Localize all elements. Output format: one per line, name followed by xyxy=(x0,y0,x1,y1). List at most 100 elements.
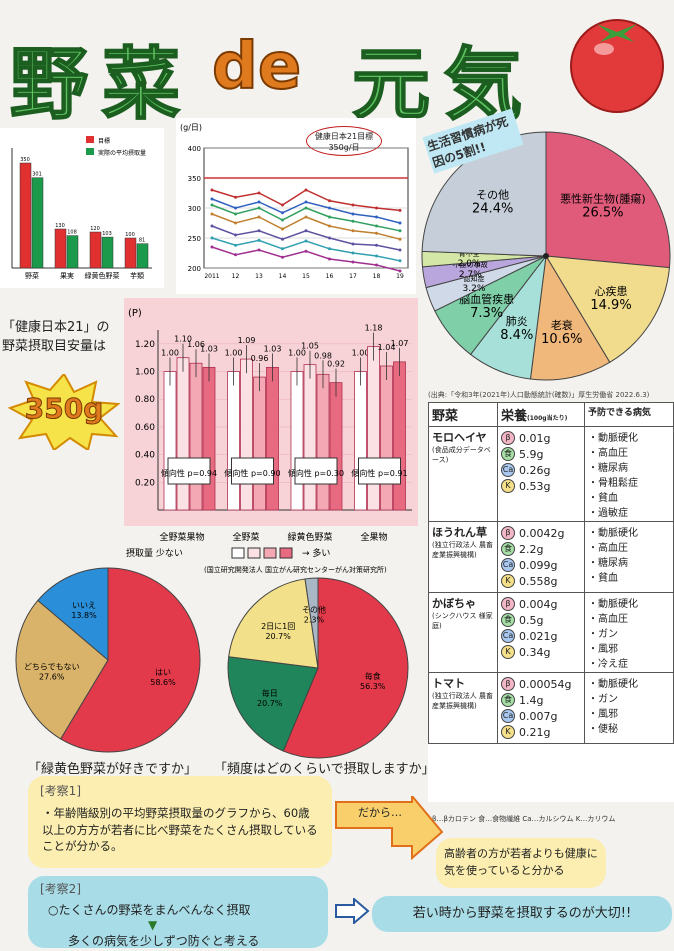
pie-label: 脳血管疾患 xyxy=(459,292,514,306)
nutrient-row: K 0.21g xyxy=(501,725,581,739)
bar-value: 350 xyxy=(20,157,30,163)
legend-low: 摂取量 少ない xyxy=(126,547,183,559)
cancer-risk-chart: (P)1.201.000.800.600.400.201.001.101.061… xyxy=(128,308,412,511)
disease-item: ・過敏症 xyxy=(588,508,628,519)
risk-value: 1.06 xyxy=(187,340,205,349)
survey-q1: 「緑黄色野菜が好きですか」 xyxy=(28,762,198,777)
nutrient-icon: Ca xyxy=(501,629,515,643)
disease-item: ・高血圧 xyxy=(588,543,628,554)
x-tick-label: 16 xyxy=(326,273,334,280)
frequency-pie-panel: 毎食 56.3% 毎日 20.7% 2日に1回 20.7% その他 2.3% xyxy=(214,572,428,768)
bar xyxy=(31,177,44,269)
pie-slice xyxy=(37,567,109,662)
series-point xyxy=(351,203,355,207)
nutrient-value: 0.00054g xyxy=(519,677,572,691)
pie-value: 3.2% xyxy=(463,284,486,294)
conclusion2-heading: [考察2] xyxy=(40,882,81,896)
risk-bar xyxy=(329,382,343,511)
y-axis-label: (P) xyxy=(128,308,142,319)
group-label: 緑黄色野菜 xyxy=(287,531,332,543)
x-tick-label: 17 xyxy=(349,273,357,280)
group-label: 全果物 xyxy=(360,531,387,543)
pie-slice xyxy=(529,254,611,381)
series-point xyxy=(281,255,284,259)
nutrient-row: 食 1.4g xyxy=(501,693,581,707)
nutrient-row: Ca 0.007g xyxy=(501,709,581,723)
risk-bar xyxy=(303,364,317,511)
x-tick-label: 野菜 xyxy=(25,271,39,280)
nutrient-row: 食 5.9g xyxy=(501,447,581,461)
veg-name: トマト xyxy=(432,677,465,690)
risk-value: 1.03 xyxy=(200,344,218,353)
arrow-icon xyxy=(335,796,444,861)
bar-value: 100 xyxy=(125,232,135,238)
series-point xyxy=(398,221,402,225)
header-nutrition: 栄養(100g当たり) xyxy=(497,402,585,427)
table-row: モロヘイヤ (食品成分データベース) β 0.01g 食 5.9g Ca 0.26g K 0.53… xyxy=(428,426,674,522)
risk-bar xyxy=(316,373,330,511)
veg-note: (食品成分データベース) xyxy=(432,446,491,464)
nutrient-icon: Ca xyxy=(501,463,515,477)
nutrition-table-panel: 野菜 栄養(100g当たり) 予防できる病気 モロヘイヤ (食品成分データベース)… xyxy=(428,402,674,802)
nutrient-icon: β xyxy=(501,526,515,540)
survey-q2: 「頻度はどのくらいで摂取しますか」 xyxy=(214,762,435,777)
nutrient-row: K 0.558g xyxy=(501,574,581,588)
pie-label: 不慮の事故 xyxy=(453,260,488,269)
disease-item: ・動脈硬化 xyxy=(588,599,638,610)
nutrient-value: 2.2g xyxy=(519,542,544,556)
disease-item: ・ガン xyxy=(588,629,618,640)
series-point xyxy=(210,203,214,207)
series-point xyxy=(398,208,402,212)
y-tick-label: 300 xyxy=(188,205,201,213)
nutrient-icon: Ca xyxy=(501,558,515,572)
nutrient-value: 5.9g xyxy=(519,447,544,461)
nutrient-icon: 食 xyxy=(501,613,515,627)
arrow-note: だから… xyxy=(358,806,402,819)
trend-text: 傾向性 p=0.90 xyxy=(224,468,280,478)
trend-line-chart-panel: (g/日) 400 350 300 250 200 2011 12 13 14 15 16 17 18 19… xyxy=(176,118,416,294)
series-point xyxy=(328,206,331,210)
trend-box xyxy=(167,457,211,485)
pie-label: その他 xyxy=(476,189,509,202)
bar xyxy=(19,162,32,269)
x-tick-label: 芋類 xyxy=(130,271,144,280)
pie-slice xyxy=(304,577,319,669)
pie-label: 肺炎 xyxy=(506,315,528,328)
table-row: トマト (独立行政法人 農畜産業振興機構) β 0.00054g 食 1.4g Ca 0.00… xyxy=(428,672,674,744)
series-point xyxy=(304,206,308,210)
series-point xyxy=(234,221,237,225)
conclusion2-note: [考察2] ○たくさんの野菜をまんべんなく摂取 ▼ 多くの病気を少しずつ防ぐと考… xyxy=(28,876,328,948)
pie-slice xyxy=(421,131,547,257)
y-axis-label: (g/日) xyxy=(180,123,202,132)
series-point xyxy=(281,227,284,231)
risk-bar xyxy=(253,376,266,511)
series-point xyxy=(281,247,284,251)
disease-item: ・貧血 xyxy=(588,573,618,584)
risk-value: 1.18 xyxy=(365,324,383,333)
series-point xyxy=(375,224,378,228)
risk-bar xyxy=(202,366,216,511)
risk-legend: 全野菜果物 全野菜 緑黄色野菜 全果物 摂取量 少ない → 多い (国立研究開発法人 国立が… xyxy=(124,530,424,580)
table-row: かぼちゃ (シンクハウス 様家庭) β 0.004g 食 0.5g Ca 0.021g K 0.3… xyxy=(428,592,674,673)
veg-note: (シンクハウス 様家庭) xyxy=(432,612,493,630)
risk-value: 1.05 xyxy=(301,342,319,351)
series-point xyxy=(375,263,378,267)
nutrient-icon: K xyxy=(501,645,515,659)
nutrient-icon: Ca xyxy=(501,709,515,723)
conclusion2-line2: 多くの病気を少しずつ防ぐと考える xyxy=(68,934,260,948)
risk-bar xyxy=(227,371,240,511)
legend-swatch xyxy=(86,136,94,143)
nutrient-icon: 食 xyxy=(501,693,515,707)
nutrient-value: 0.01g xyxy=(519,431,551,445)
legend-swatch xyxy=(247,547,261,559)
pie-slice xyxy=(59,567,201,753)
pie-label: 毎食 xyxy=(365,671,381,681)
nutrient-icon: 食 xyxy=(501,542,515,556)
pie-value: 58.6% xyxy=(150,678,176,687)
series-point xyxy=(281,203,284,207)
nutrient-row: β 0.004g xyxy=(501,597,581,611)
series-point xyxy=(398,259,402,263)
y-tick-label: 0.80 xyxy=(135,395,155,405)
